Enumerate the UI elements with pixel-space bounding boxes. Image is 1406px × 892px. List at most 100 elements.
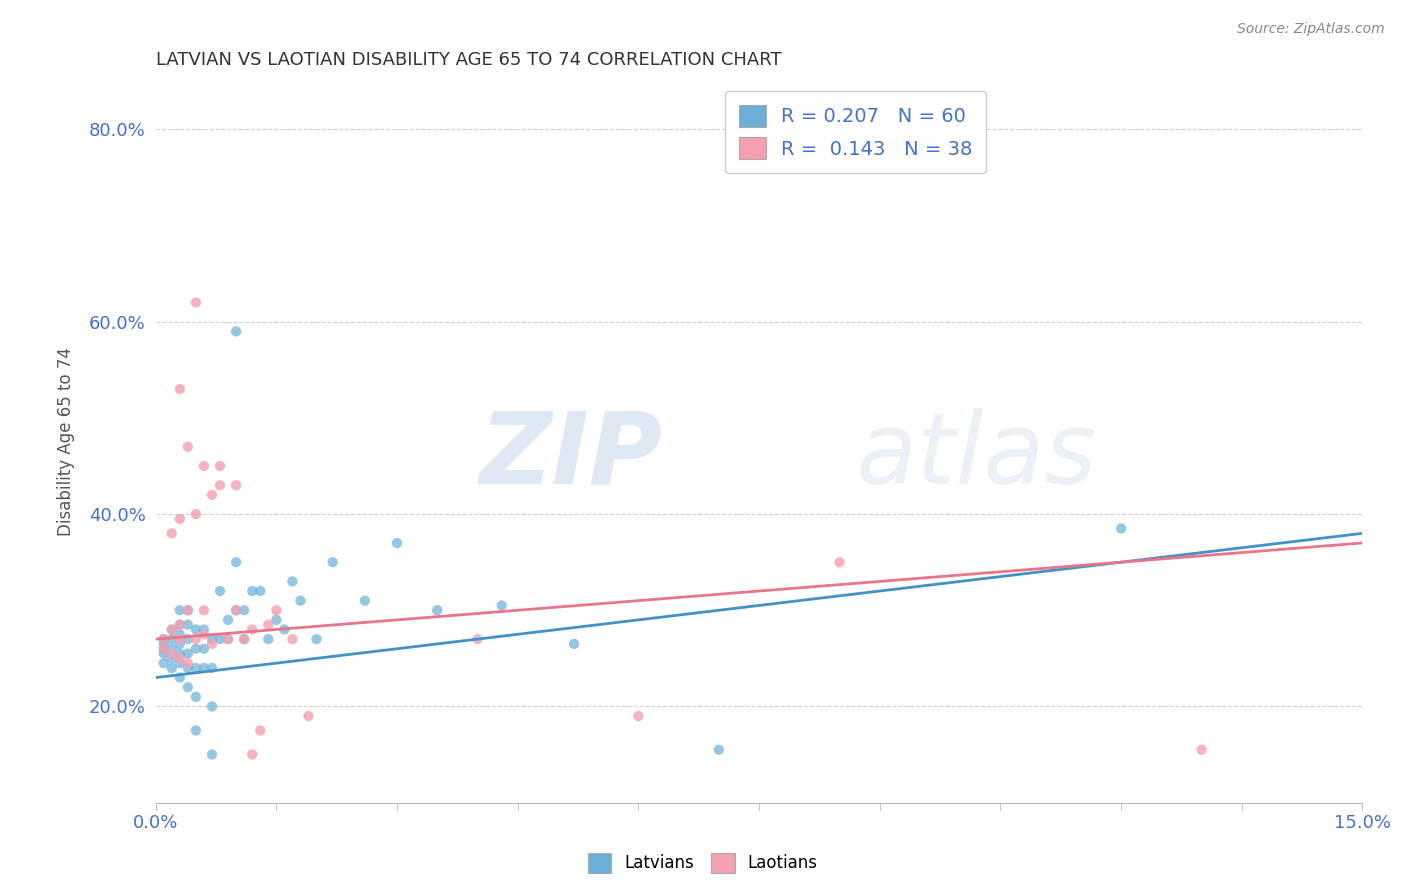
- Point: [233, 603, 256, 617]
- Text: LATVIAN VS LAOTIAN DISABILITY AGE 65 TO 74 CORRELATION CHART: LATVIAN VS LAOTIAN DISABILITY AGE 65 TO …: [156, 51, 782, 69]
- Point: [225, 603, 247, 617]
- Point: [297, 709, 319, 723]
- Legend: R = 0.207   N = 60, R =  0.143   N = 38: R = 0.207 N = 60, R = 0.143 N = 38: [725, 91, 987, 173]
- Point: [217, 613, 239, 627]
- Point: [177, 661, 200, 675]
- Point: [184, 507, 207, 521]
- Point: [160, 661, 183, 675]
- Point: [160, 651, 183, 665]
- Point: [177, 680, 200, 694]
- Point: [225, 478, 247, 492]
- Point: [1109, 522, 1132, 536]
- Text: Source: ZipAtlas.com: Source: ZipAtlas.com: [1237, 22, 1385, 37]
- Point: [160, 526, 183, 541]
- Point: [169, 603, 191, 617]
- Point: [193, 661, 215, 675]
- Point: [233, 632, 256, 646]
- Point: [184, 723, 207, 738]
- Point: [193, 627, 215, 641]
- Point: [169, 632, 191, 646]
- Point: [281, 632, 304, 646]
- Point: [184, 690, 207, 704]
- Point: [491, 599, 513, 613]
- Point: [305, 632, 328, 646]
- Point: [233, 632, 256, 646]
- Y-axis label: Disability Age 65 to 74: Disability Age 65 to 74: [58, 348, 75, 536]
- Point: [160, 632, 183, 646]
- Point: [627, 709, 650, 723]
- Point: [152, 641, 174, 656]
- Point: [169, 382, 191, 396]
- Point: [208, 584, 231, 599]
- Point: [426, 603, 449, 617]
- Point: [322, 555, 344, 569]
- Point: [193, 623, 215, 637]
- Point: [169, 627, 191, 641]
- Point: [562, 637, 585, 651]
- Point: [290, 593, 312, 607]
- Point: [201, 637, 224, 651]
- Point: [177, 603, 200, 617]
- Point: [184, 632, 207, 646]
- Point: [201, 747, 224, 762]
- Point: [240, 584, 263, 599]
- Point: [177, 632, 200, 646]
- Point: [177, 617, 200, 632]
- Point: [160, 623, 183, 637]
- Point: [169, 671, 191, 685]
- Text: atlas: atlas: [856, 408, 1097, 505]
- Point: [177, 603, 200, 617]
- Point: [184, 641, 207, 656]
- Point: [208, 632, 231, 646]
- Point: [240, 747, 263, 762]
- Point: [152, 641, 174, 656]
- Point: [160, 641, 183, 656]
- Point: [169, 512, 191, 526]
- Point: [193, 603, 215, 617]
- Point: [177, 656, 200, 670]
- Point: [152, 632, 174, 646]
- Point: [184, 661, 207, 675]
- Text: ZIP: ZIP: [479, 408, 662, 505]
- Point: [184, 623, 207, 637]
- Point: [152, 637, 174, 651]
- Point: [169, 647, 191, 661]
- Point: [1191, 742, 1213, 756]
- Point: [385, 536, 408, 550]
- Point: [208, 478, 231, 492]
- Point: [169, 617, 191, 632]
- Point: [152, 647, 174, 661]
- Point: [707, 742, 730, 756]
- Point: [828, 555, 851, 569]
- Point: [353, 593, 375, 607]
- Point: [160, 623, 183, 637]
- Point: [201, 488, 224, 502]
- Point: [249, 584, 271, 599]
- Point: [184, 295, 207, 310]
- Point: [266, 603, 288, 617]
- Point: [177, 440, 200, 454]
- Point: [240, 623, 263, 637]
- Point: [225, 325, 247, 339]
- Point: [273, 623, 295, 637]
- Point: [169, 637, 191, 651]
- Point: [257, 632, 280, 646]
- Point: [208, 458, 231, 473]
- Point: [467, 632, 489, 646]
- Point: [201, 661, 224, 675]
- Legend: Latvians, Laotians: Latvians, Laotians: [582, 847, 824, 880]
- Point: [225, 555, 247, 569]
- Point: [201, 699, 224, 714]
- Point: [169, 651, 191, 665]
- Point: [266, 613, 288, 627]
- Point: [281, 574, 304, 589]
- Point: [169, 656, 191, 670]
- Point: [217, 632, 239, 646]
- Point: [160, 647, 183, 661]
- Point: [193, 641, 215, 656]
- Point: [193, 458, 215, 473]
- Point: [225, 603, 247, 617]
- Point: [152, 656, 174, 670]
- Point: [169, 617, 191, 632]
- Point: [249, 723, 271, 738]
